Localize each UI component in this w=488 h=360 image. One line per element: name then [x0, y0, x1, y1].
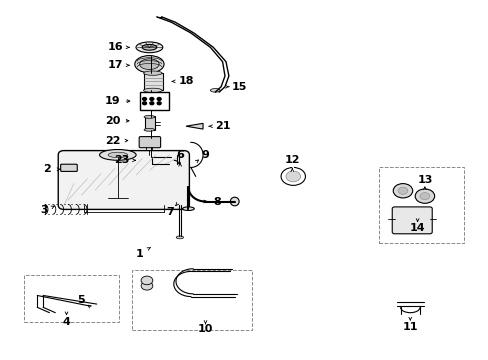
Circle shape: [414, 189, 434, 203]
Circle shape: [281, 167, 305, 185]
FancyBboxPatch shape: [391, 207, 431, 234]
Polygon shape: [185, 123, 203, 129]
Bar: [140, 92, 168, 110]
Text: 23: 23: [114, 155, 129, 165]
Text: 2: 2: [43, 164, 51, 174]
Circle shape: [141, 282, 153, 290]
Ellipse shape: [144, 129, 155, 131]
Bar: [24, 275, 119, 321]
Circle shape: [150, 102, 154, 105]
Circle shape: [397, 187, 407, 194]
Ellipse shape: [100, 149, 136, 160]
FancyBboxPatch shape: [139, 136, 160, 148]
Ellipse shape: [143, 71, 162, 75]
Text: 6: 6: [176, 150, 183, 160]
Text: 16: 16: [107, 42, 123, 52]
Text: 20: 20: [105, 116, 120, 126]
Circle shape: [142, 98, 146, 100]
Ellipse shape: [136, 42, 163, 53]
Text: 8: 8: [213, 197, 221, 207]
FancyBboxPatch shape: [58, 150, 189, 210]
Text: 13: 13: [416, 175, 432, 185]
Ellipse shape: [142, 44, 157, 50]
Circle shape: [168, 153, 182, 163]
Ellipse shape: [108, 152, 127, 158]
FancyBboxPatch shape: [61, 164, 77, 171]
Circle shape: [419, 193, 429, 200]
Circle shape: [142, 102, 146, 105]
Ellipse shape: [135, 55, 163, 73]
Circle shape: [157, 102, 161, 105]
Circle shape: [150, 98, 154, 100]
Text: 22: 22: [105, 136, 121, 145]
Text: 18: 18: [178, 76, 193, 86]
Circle shape: [392, 184, 412, 198]
Text: 14: 14: [409, 224, 425, 233]
Ellipse shape: [143, 88, 162, 93]
Text: 7: 7: [166, 207, 174, 217]
Text: 3: 3: [41, 206, 48, 216]
Ellipse shape: [144, 116, 155, 118]
Text: 15: 15: [231, 82, 247, 92]
Text: 17: 17: [107, 60, 123, 70]
Text: 1: 1: [136, 248, 143, 258]
Circle shape: [141, 276, 153, 285]
Ellipse shape: [210, 89, 220, 92]
Text: 21: 21: [214, 121, 230, 131]
Text: 5: 5: [77, 295, 85, 305]
Text: 19: 19: [105, 96, 121, 106]
Text: 12: 12: [284, 155, 300, 165]
Ellipse shape: [182, 207, 194, 211]
Bar: [144, 116, 155, 130]
Bar: [132, 270, 251, 330]
Circle shape: [157, 98, 161, 100]
Circle shape: [147, 154, 152, 158]
Ellipse shape: [140, 59, 159, 69]
Bar: [144, 73, 162, 90]
Ellipse shape: [230, 197, 239, 206]
Bar: [378, 167, 463, 243]
Text: 4: 4: [62, 317, 70, 327]
Circle shape: [285, 171, 300, 182]
Circle shape: [171, 155, 178, 160]
Text: 10: 10: [198, 324, 213, 334]
Ellipse shape: [176, 236, 183, 239]
Text: 11: 11: [402, 322, 417, 332]
Text: 9: 9: [201, 150, 209, 160]
